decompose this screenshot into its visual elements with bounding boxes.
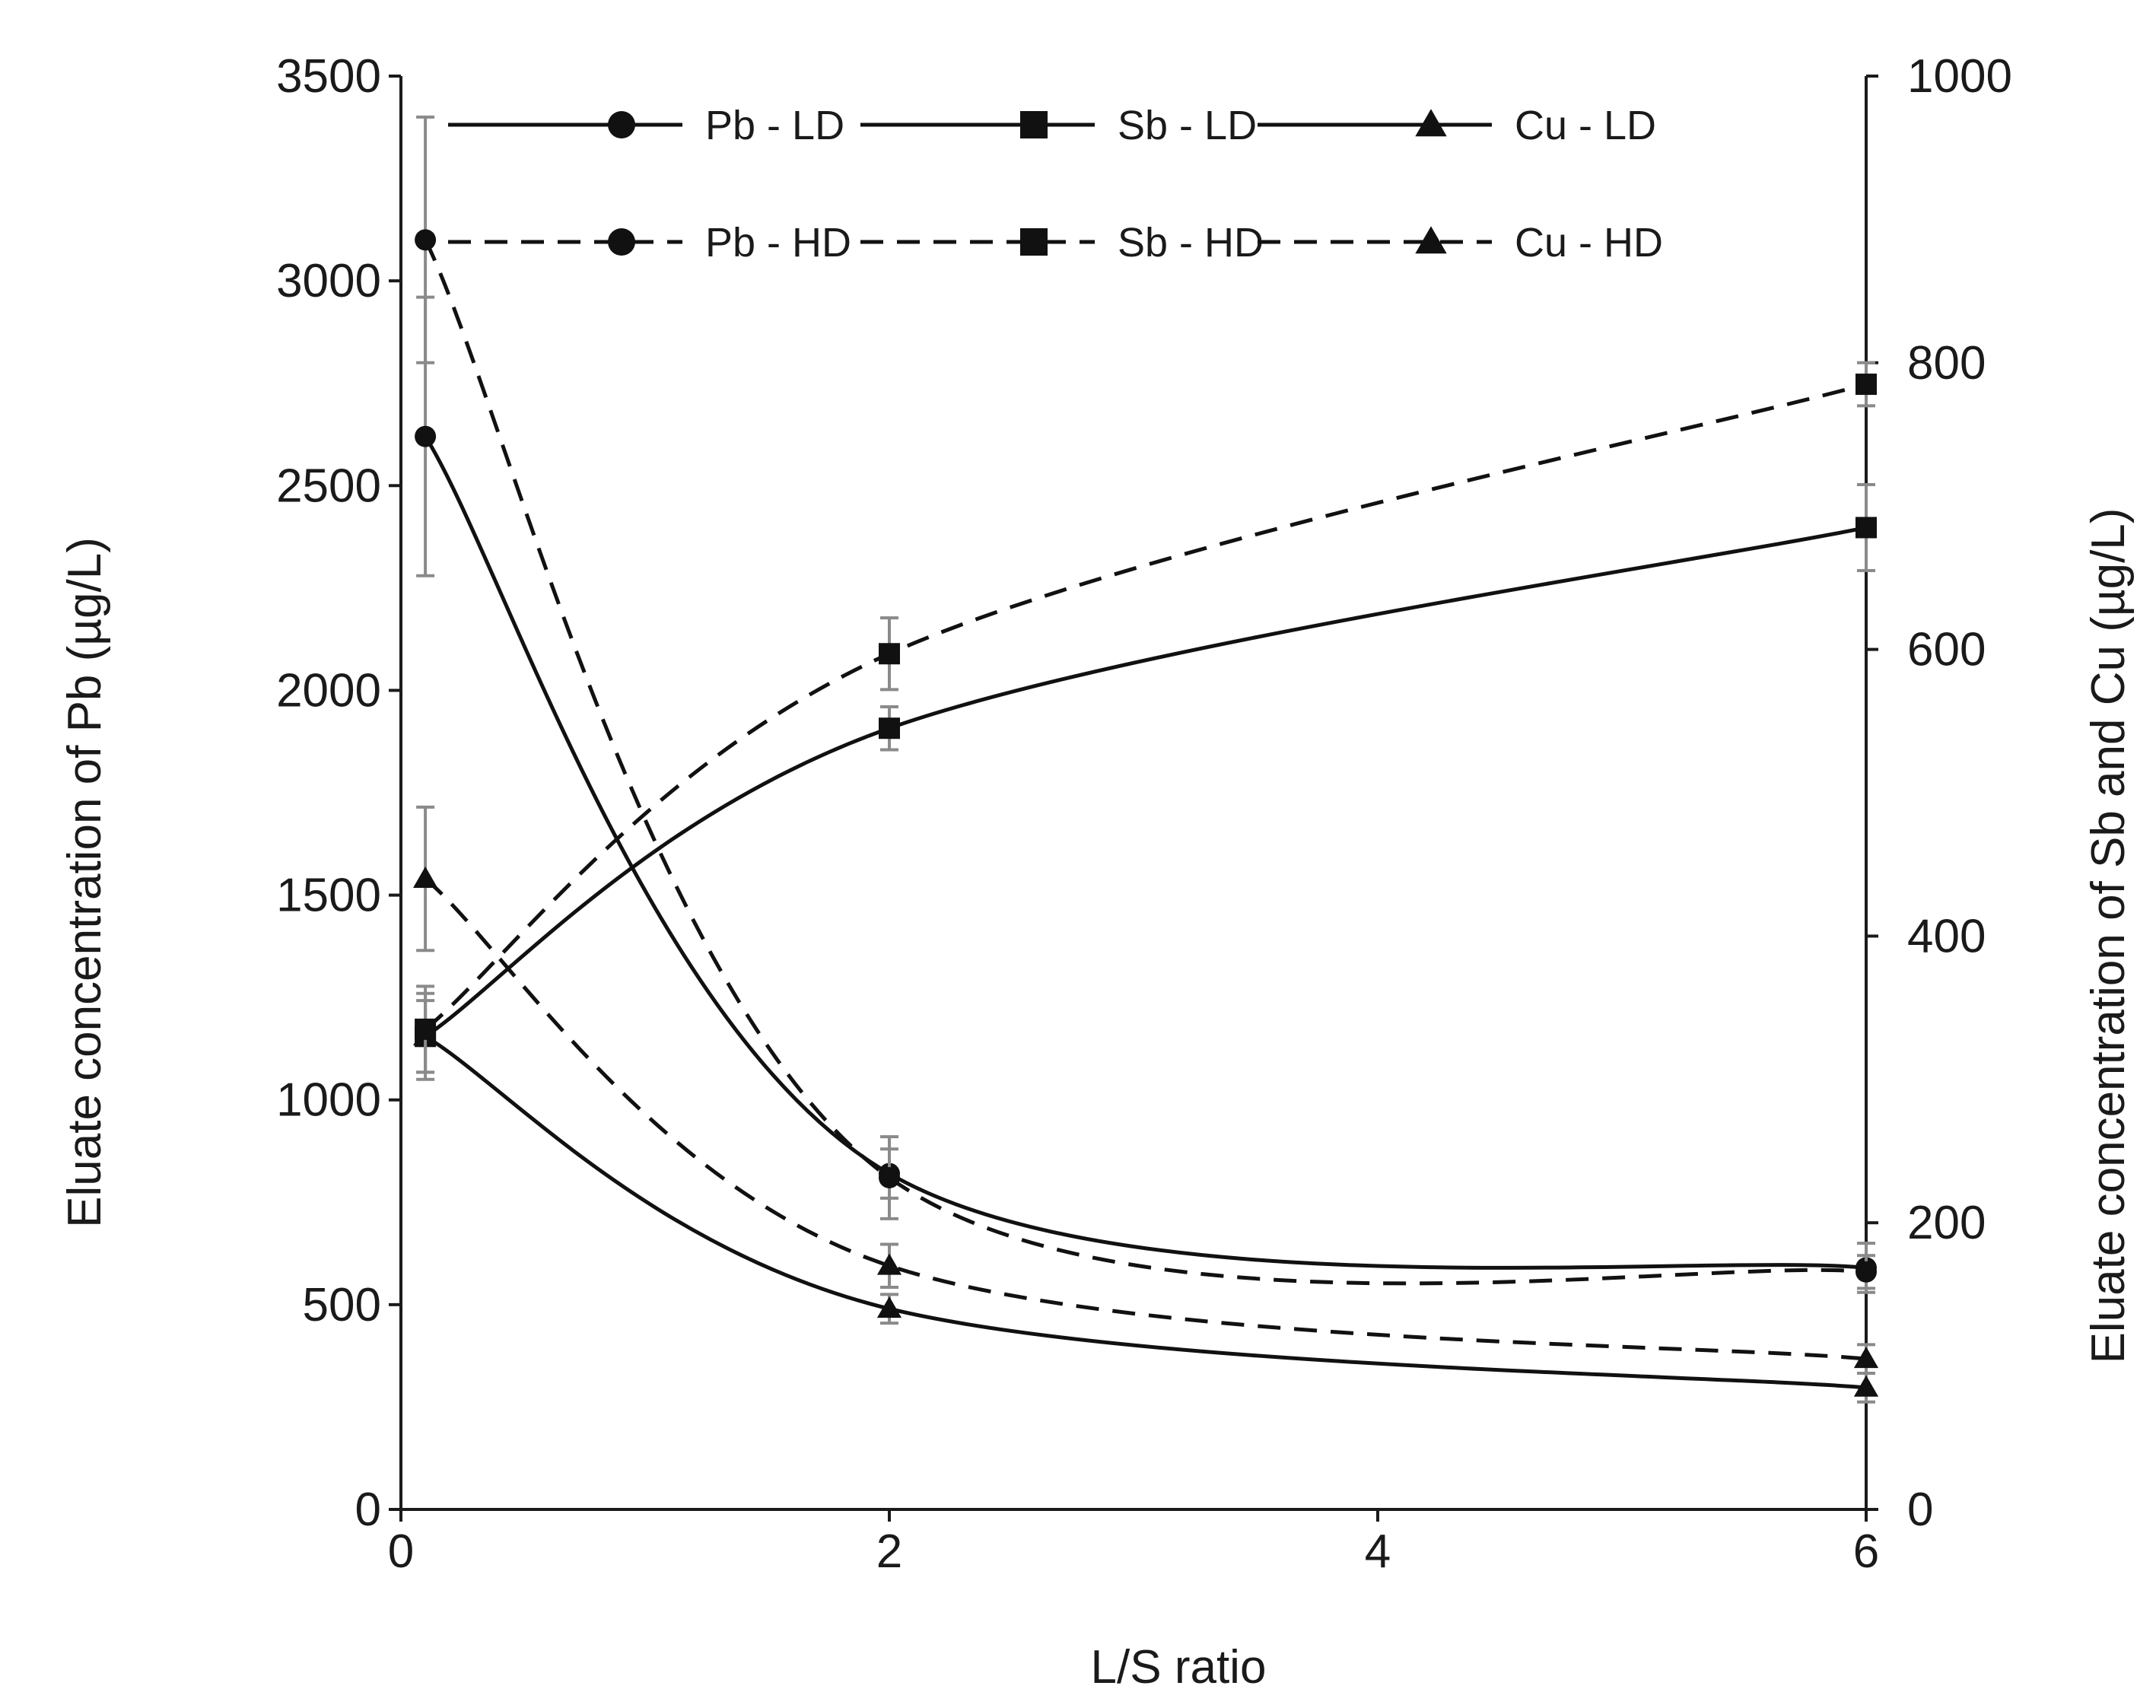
- y-left-tick-label: 1000: [276, 1074, 381, 1127]
- legend-item-sb-hd: Sb - HD: [860, 220, 1264, 266]
- legend-item-cu-hd: Cu - HD: [1258, 220, 1663, 266]
- series-line-cu-hd: [424, 877, 1867, 1361]
- legend-item-cu-ld: Cu - LD: [1258, 103, 1656, 148]
- y-axis-right-title: Eluate concentration of Sb and Cu (µg/L): [2082, 508, 2135, 1364]
- y-axis-left-title: Eluate concentration of Pb (µg/L): [59, 537, 111, 1228]
- data-point-sb-hd: [879, 643, 900, 665]
- data-point-sb-hd: [1855, 374, 1877, 396]
- legend-item-pb-hd: Pb - HD: [448, 220, 851, 266]
- series-pb-hd: [415, 115, 1877, 1290]
- x-axis: 0 2 4 6: [388, 1509, 1879, 1578]
- y-left-tick-label: 0: [355, 1484, 381, 1536]
- data-point-cu-hd: [876, 1253, 902, 1275]
- legend-item-pb-ld: Pb - LD: [448, 103, 844, 148]
- x-tick-label: 2: [876, 1525, 902, 1578]
- data-point-sb-hd: [415, 1018, 437, 1040]
- series-line-pb-ld: [423, 435, 1867, 1270]
- y-right-tick-label: 0: [1907, 1484, 1933, 1536]
- y-axis-right: 0 200 400 600 800 1000: [1866, 50, 2012, 1536]
- legend-marker: [1020, 228, 1048, 256]
- y-left-tick-label: 1500: [276, 870, 381, 922]
- y-left-tick-label: 3000: [276, 255, 381, 307]
- series-line-sb-ld: [424, 526, 1867, 1038]
- legend-label: Sb - HD: [1118, 220, 1264, 266]
- data-point-pb-ld: [415, 425, 437, 447]
- legend-label: Cu - HD: [1515, 220, 1663, 266]
- x-tick-label: 6: [1853, 1525, 1879, 1578]
- data-point-pb-hd: [1855, 1261, 1877, 1283]
- legend-label: Sb - LD: [1118, 103, 1257, 148]
- y-right-tick-label: 400: [1907, 910, 1986, 962]
- y-right-tick-label: 800: [1907, 337, 1986, 390]
- y-right-tick-label: 1000: [1907, 50, 2012, 103]
- legend-label: Pb - HD: [705, 220, 851, 266]
- series-line-cu-ld: [424, 1035, 1867, 1390]
- legend: Pb - LD Sb - LD Cu - LD Pb - HD Sb - HD Cu - …: [448, 103, 1663, 266]
- legend-marker: [1020, 111, 1048, 138]
- y-axis-left: 0 500 1000 1500 2000 2500 3000 3500: [276, 50, 401, 1536]
- y-right-tick-label: 600: [1907, 624, 1986, 676]
- data-point-sb-ld: [1855, 517, 1877, 539]
- y-left-tick-label: 500: [303, 1279, 381, 1331]
- series-cu-ld: [413, 991, 1879, 1404]
- y-right-tick-label: 200: [1907, 1197, 1986, 1249]
- y-left-tick-label: 3500: [276, 50, 381, 103]
- legend-item-sb-ld: Sb - LD: [860, 103, 1257, 148]
- legend-marker: [1415, 226, 1447, 254]
- legend-marker: [1415, 109, 1447, 137]
- legend-marker: [608, 111, 635, 138]
- x-tick-label: 0: [388, 1525, 414, 1578]
- series-line-sb-hd: [424, 382, 1867, 1031]
- data-point-cu-ld: [876, 1296, 902, 1318]
- series-sb-ld: [415, 482, 1877, 1074]
- series-line-pb-hd: [423, 239, 1867, 1286]
- x-tick-label: 4: [1365, 1525, 1391, 1578]
- x-axis-title: L/S ratio: [1091, 1641, 1267, 1694]
- data-point-cu-hd: [413, 866, 438, 888]
- series-sb-hd: [415, 361, 1877, 1074]
- legend-label: Cu - LD: [1515, 103, 1656, 148]
- y-left-tick-label: 2000: [276, 664, 381, 717]
- data-point-cu-ld: [1853, 1375, 1879, 1397]
- plot-frame: [399, 76, 1868, 1511]
- data-point-pb-hd: [415, 229, 437, 251]
- data-point-pb-hd: [879, 1166, 900, 1188]
- legend-label: Pb - LD: [705, 103, 844, 148]
- data-point-cu-hd: [1853, 1347, 1879, 1369]
- series-layer: [413, 115, 1879, 1404]
- series-cu-hd: [413, 805, 1879, 1376]
- data-point-sb-ld: [879, 717, 900, 739]
- y-left-tick-label: 2500: [276, 460, 381, 512]
- legend-marker: [608, 228, 635, 256]
